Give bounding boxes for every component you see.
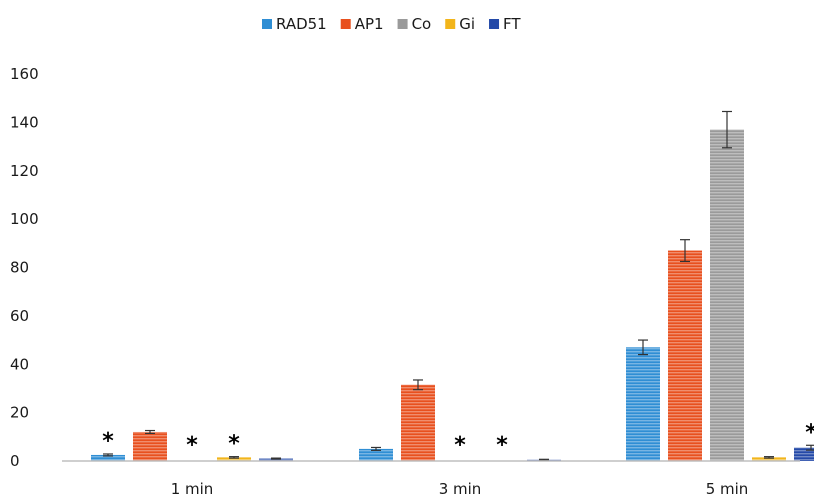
bar-texture [401, 384, 435, 461]
legend-swatch-co [397, 19, 408, 29]
x-tick-label: 1 min [171, 480, 214, 497]
y-tick-label: 60 [10, 307, 29, 325]
bar-texture [710, 129, 744, 461]
x-axis: 1 min 3 min 5 min [62, 460, 800, 497]
significance-asterisk: * [496, 433, 508, 458]
legend-swatch-ap1 [340, 19, 351, 29]
y-tick-label: 40 [10, 355, 29, 373]
legend-swatch-rad51 [262, 19, 272, 29]
significance-asterisk: * [102, 429, 114, 454]
significance-marks: * * * * * * [102, 420, 814, 458]
legend-label-gi: Gi [459, 15, 475, 33]
y-tick-label: 0 [10, 452, 20, 470]
bar-texture [794, 447, 814, 461]
y-tick-label: 20 [10, 404, 29, 422]
bars [91, 129, 814, 461]
bar-texture [359, 448, 393, 461]
significance-asterisk: * [228, 432, 240, 457]
error-bars [103, 110, 814, 461]
x-tick-label: 5 min [706, 480, 749, 497]
legend-swatch-ft [489, 19, 500, 29]
significance-asterisk: * [454, 433, 466, 458]
legend-label-ft: FT [503, 15, 521, 33]
y-tick-label: 80 [10, 259, 29, 277]
bar-texture [217, 457, 251, 461]
y-tick-label: 100 [10, 210, 39, 228]
legend-label-co: Co [412, 15, 432, 33]
y-axis: 0 20 40 60 80 100 120 140 160 [10, 65, 39, 470]
bar-texture [91, 454, 125, 461]
x-tick-label: 3 min [439, 480, 482, 497]
significance-asterisk: * [186, 433, 198, 458]
bar-texture [133, 431, 167, 461]
legend: RAD51 AP1 Co Gi FT [262, 15, 521, 33]
legend-label-ap1: AP1 [355, 15, 384, 33]
legend-swatch-gi [445, 19, 456, 29]
y-tick-label: 160 [10, 65, 39, 83]
y-tick-label: 120 [10, 162, 39, 180]
bar-texture [668, 250, 702, 461]
y-tick-label: 140 [10, 113, 39, 131]
bar-texture [626, 347, 660, 461]
bar-texture [259, 458, 293, 461]
bar-texture [752, 457, 786, 461]
legend-label-rad51: RAD51 [276, 15, 327, 33]
significance-asterisk: * [805, 420, 814, 445]
